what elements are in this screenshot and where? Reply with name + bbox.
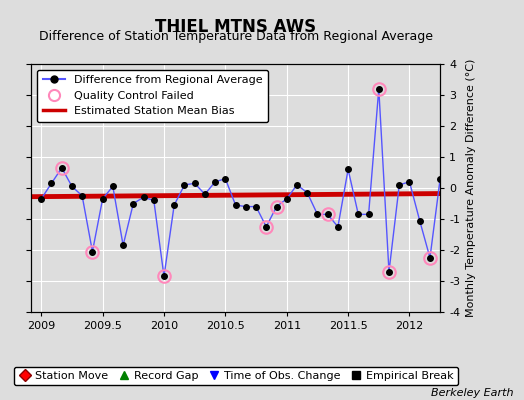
Y-axis label: Monthly Temperature Anomaly Difference (°C): Monthly Temperature Anomaly Difference (… <box>466 59 476 317</box>
Legend: Station Move, Record Gap, Time of Obs. Change, Empirical Break: Station Move, Record Gap, Time of Obs. C… <box>14 366 458 386</box>
Text: Difference of Station Temperature Data from Regional Average: Difference of Station Temperature Data f… <box>39 30 433 43</box>
Text: Berkeley Earth: Berkeley Earth <box>431 388 514 398</box>
Legend: Difference from Regional Average, Quality Control Failed, Estimated Station Mean: Difference from Regional Average, Qualit… <box>37 70 268 122</box>
Text: THIEL MTNS AWS: THIEL MTNS AWS <box>155 18 316 36</box>
